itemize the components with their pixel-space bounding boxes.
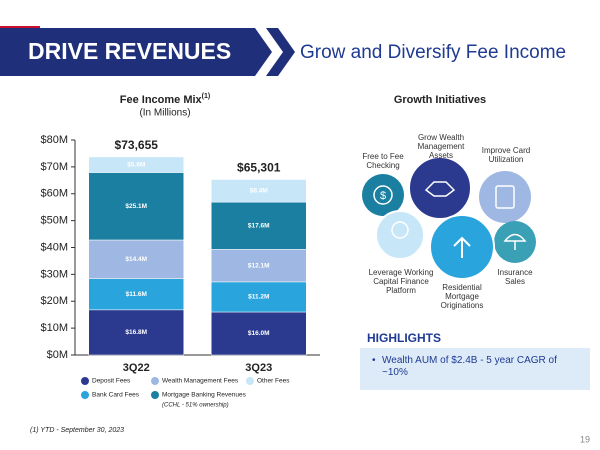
chart-title-note: (1) (202, 93, 211, 100)
initiative-label: Leverage Working Capital Finance Platfor… (368, 268, 434, 295)
total-label: $73,655 (115, 138, 159, 152)
bar-segment (88, 239, 184, 279)
value-label: $11.2M (248, 294, 269, 301)
header-band (0, 28, 272, 76)
value-label: $11.6M (126, 291, 147, 298)
bubble (375, 210, 425, 260)
legend-note: (CCHL - 51% ownership) (162, 403, 229, 409)
x-tick-label: 3Q22 (123, 362, 150, 374)
header-subtitle: Grow and Diversify Fee Income (300, 42, 566, 63)
bubble (479, 171, 531, 223)
y-tick-label: $40M (40, 241, 68, 253)
highlights-title: HIGHLIGHTS (367, 331, 441, 345)
bubble (362, 174, 404, 216)
initiatives-title: Growth Initiatives (394, 94, 486, 106)
y-tick-label: $10M (40, 322, 68, 334)
bullet: • (372, 355, 376, 366)
initiative-label: Improve Card Utilization (481, 146, 531, 164)
chart-subtitle: (In Millions) (139, 108, 190, 119)
icon: $ (380, 190, 386, 202)
legend-swatch (151, 377, 159, 385)
y-tick-label: $30M (40, 268, 68, 280)
bar-segment (88, 172, 184, 241)
legend-swatch (246, 377, 254, 385)
total-label: $65,301 (237, 161, 281, 175)
y-tick-label: $20M (40, 295, 68, 307)
value-label: $25.1M (125, 203, 147, 210)
icon (503, 233, 527, 250)
legend-label: Deposit Fees (92, 378, 131, 385)
legend-swatch (151, 391, 159, 399)
y-tick-label: $60M (40, 188, 68, 200)
value-label: $14.4M (125, 256, 147, 263)
chevron (266, 28, 295, 76)
initiative-label: Free to Fee Checking (362, 152, 404, 170)
y-tick-label: $0M (47, 349, 68, 361)
legend-label: Wealth Management Fees (162, 378, 239, 385)
highlight-box (360, 348, 590, 390)
icon (391, 221, 409, 239)
x-tick-label: 3Q23 (245, 362, 272, 374)
bar-segment (211, 249, 307, 283)
chart-title: Fee Income Mix(1) (120, 93, 210, 106)
bar-segment (211, 201, 307, 250)
accent (0, 26, 40, 28)
value-label: $8.4M (250, 188, 268, 195)
footnote: (1) YTD - September 30, 2023 (30, 427, 124, 434)
page-number: 19 (580, 434, 590, 444)
icon (495, 185, 515, 209)
chart-title-text: Fee Income Mix (120, 94, 203, 106)
bubble (408, 156, 472, 220)
value-label: $16.8M (125, 329, 147, 336)
highlight-item: • Wealth AUM of $2.4B - 5 year CAGR of ~1… (372, 355, 582, 379)
legend-label: Bank Card Fees (92, 392, 140, 399)
initiative-label: Grow Wealth Management Assets (417, 133, 465, 160)
legend-label: Mortgage Banking Revenues (162, 392, 247, 399)
header-title: DRIVE REVENUES (28, 38, 231, 64)
legend-swatch (81, 391, 89, 399)
y-tick-label: $50M (40, 215, 68, 227)
bar-segment (211, 179, 307, 203)
y-tick-label: $80M (40, 134, 68, 146)
initiative-label: Insurance Sales (497, 268, 533, 286)
legend-swatch (81, 377, 89, 385)
initiative-label: Residential Mortgage Originations (440, 283, 484, 310)
bar-segment (211, 281, 307, 313)
highlight-text: Wealth AUM of $2.4B - 5 year CAGR of ~10… (382, 355, 557, 378)
bar-segment (88, 309, 184, 356)
icon (453, 236, 471, 258)
y-tick-label: $70M (40, 161, 68, 173)
bar-segment (88, 278, 184, 311)
bar-segment (88, 156, 184, 173)
legend-label: Other Fees (257, 378, 290, 385)
icon (424, 181, 456, 197)
value-label: $5.8M (127, 161, 145, 168)
icon (373, 185, 393, 205)
value-label: $17.6M (248, 222, 270, 229)
value-label: $16.0M (248, 330, 270, 337)
value-label: $12.1M (248, 262, 270, 269)
